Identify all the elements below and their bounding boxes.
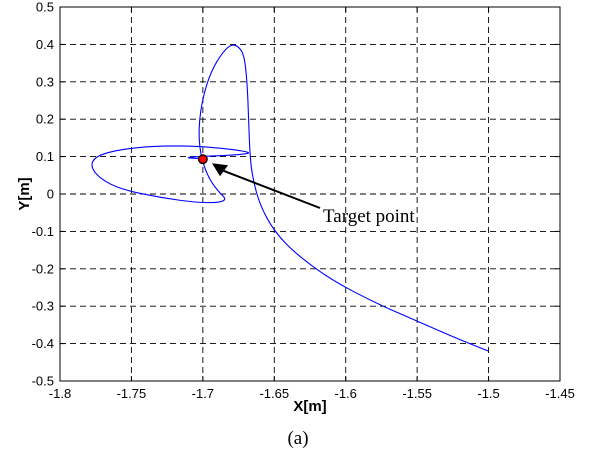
y-tick-label: -0.2: [32, 261, 54, 276]
y-tick-label: -0.3: [32, 299, 54, 314]
x-tick-labels: -1.8 -1.75 -1.7 -1.65 -1.6 -1.55 -1.5 -1.45: [49, 386, 575, 401]
y-tick-label: 0.2: [36, 112, 54, 127]
trajectory-line: [91, 44, 489, 352]
y-tick-label: -0.1: [32, 224, 54, 239]
x-axis-label: X[m]: [293, 398, 326, 415]
y-tick-label: 0.1: [36, 149, 54, 164]
x-tick-label: -1.45: [545, 386, 575, 401]
figure-caption: (a): [287, 428, 308, 449]
y-axis-label: Y[m]: [16, 177, 33, 210]
annotation-layer: Target point: [197, 154, 415, 227]
x-tick-label: -1.7: [192, 386, 214, 401]
x-tick-label: -1.8: [49, 386, 71, 401]
annotation-arrow-shaft: [221, 169, 321, 209]
y-tick-label: 0: [47, 187, 54, 202]
series-layer: [91, 44, 489, 352]
x-tick-label: -1.5: [477, 386, 499, 401]
target-point-marker: [197, 154, 208, 165]
y-tick-label: -0.5: [32, 374, 54, 389]
y-tick-label: 0.4: [36, 37, 54, 52]
y-tick-label: -0.4: [32, 336, 54, 351]
plot-frame: [59, 6, 561, 382]
y-tick-label: 0.3: [36, 74, 54, 89]
x-tick-label: -1.75: [117, 386, 147, 401]
x-tick-label: -1.65: [259, 386, 289, 401]
x-tick-label: -1.6: [335, 386, 357, 401]
annotation-label: Target point: [323, 206, 415, 227]
y-tick-labels: -0.5 -0.4 -0.3 -0.2 -0.1 0 0.1 0.2 0.3 0.4 0.5: [32, 0, 54, 389]
x-tick-label: -1.55: [402, 386, 432, 401]
y-tick-label: 0.5: [36, 0, 54, 15]
annotation-arrow-head: [212, 163, 228, 177]
